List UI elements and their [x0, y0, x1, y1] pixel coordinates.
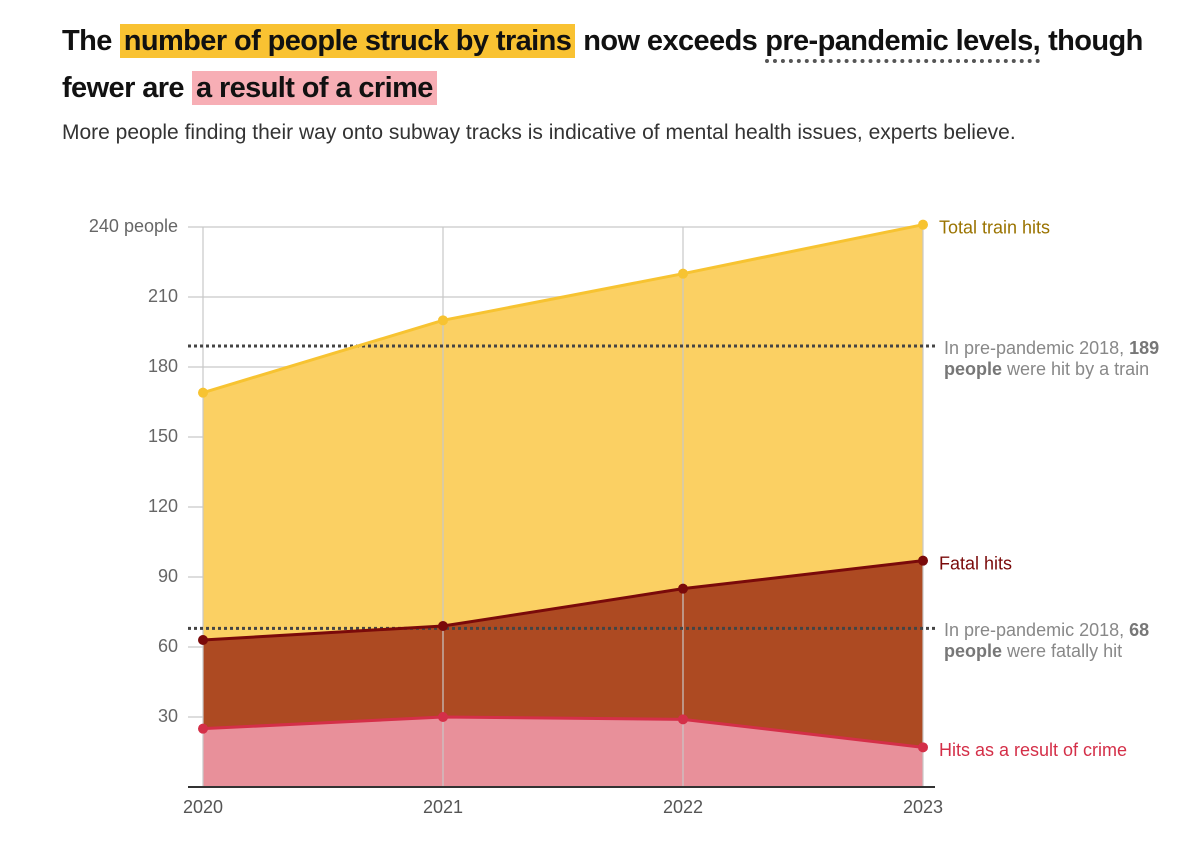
series-label: Fatal hits: [939, 553, 1012, 573]
y-tick-label: 150: [148, 426, 178, 446]
data-point: [918, 555, 928, 566]
annotation-text: In pre-pandemic 2018,: [944, 620, 1125, 641]
series-label: Hits as a result of crime: [939, 740, 1127, 760]
data-point: [198, 387, 208, 398]
annotation: In pre-pandemic 2018, 189 people were hi…: [944, 338, 1194, 380]
y-tick-label: 60: [158, 636, 178, 656]
series-line: [202, 223, 924, 395]
y-tick-label: 30: [158, 706, 178, 726]
title-segment: number of people struck by trains: [119, 24, 576, 58]
area: [203, 717, 923, 787]
x-tick-label: 2022: [663, 797, 703, 817]
series-label: Total train hits: [939, 217, 1050, 237]
x-tick-label: 2023: [903, 797, 943, 817]
title-segment: now exceeds: [583, 25, 758, 57]
annotation-text: 189 people: [944, 338, 1160, 379]
data-point: [198, 723, 208, 734]
y-tick-label: 120: [148, 496, 178, 516]
chart-subtitle: More people finding their way onto subwa…: [62, 121, 1016, 144]
y-tick-label: 240 people: [89, 216, 178, 236]
y-tick-label: 210: [148, 286, 178, 306]
y-tick-label: 90: [158, 566, 178, 586]
data-point: [678, 583, 688, 594]
data-point: [198, 635, 208, 645]
annotation-text: were hit by a train: [1007, 359, 1150, 379]
y-tick-label: 180: [148, 356, 178, 376]
annotation-text: were fatally hit: [1007, 641, 1123, 662]
series-line: [202, 715, 924, 749]
title-segment: The: [62, 25, 112, 57]
data-point: [678, 714, 688, 725]
annotation-text: 68 people: [944, 620, 1150, 662]
data-point: [918, 219, 928, 230]
data-point: [438, 315, 448, 326]
data-point: [438, 621, 448, 631]
title-segment: though fewer are: [62, 25, 1143, 104]
title-segment: pre-pandemic levels,: [765, 25, 1041, 63]
data-point: [918, 742, 928, 753]
annotation: In pre-pandemic 2018, 68 people were fat…: [944, 620, 1194, 662]
title-segment: a result of a crime: [191, 71, 437, 105]
series-line: [202, 559, 924, 642]
x-tick-label: 2020: [183, 797, 223, 817]
x-tick-label: 2021: [423, 797, 463, 817]
annotation-text: In pre-pandemic 2018,: [944, 338, 1125, 358]
data-point: [678, 268, 688, 279]
chart-title: The number of people struck by trains now …: [62, 18, 1152, 112]
data-point: [438, 712, 448, 722]
